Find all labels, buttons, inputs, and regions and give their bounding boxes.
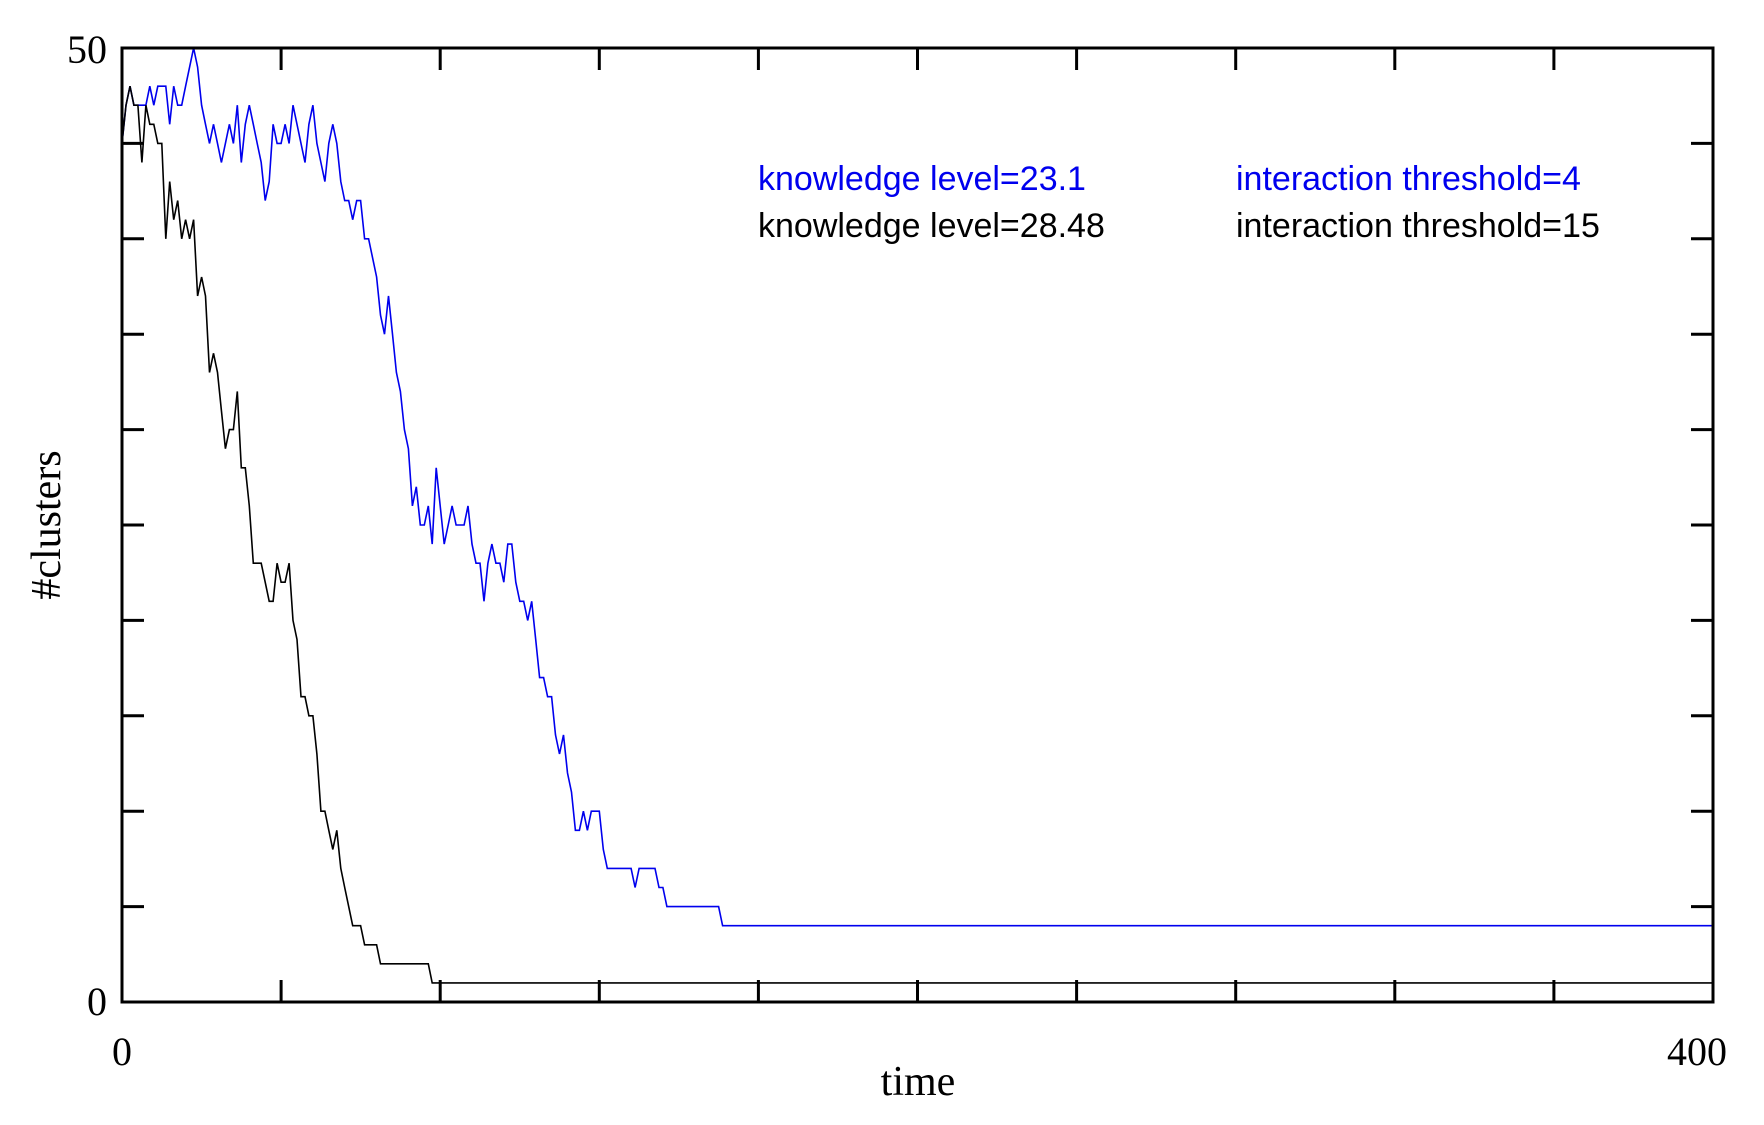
x-tick-label-max: 400 [1667,1029,1727,1074]
y-tick-label-min: 0 [87,979,107,1024]
x-tick-label-min: 0 [112,1029,132,1074]
x-axis-label: time [881,1059,956,1105]
legend-series-2-interaction-threshold: interaction threshold=15 [1236,207,1600,245]
legend-series-1-interaction-threshold: interaction threshold=4 [1236,160,1581,198]
series-line-2 [121,86,1713,984]
legend-series-2-knowledge-level: knowledge level=28.48 [758,207,1105,245]
series-layer [121,47,1713,984]
y-tick-label-max: 50 [67,27,107,72]
series-line-1 [121,47,1713,927]
legend-series-1-knowledge-level: knowledge level=23.1 [758,160,1086,198]
ticks-layer [120,46,1715,1004]
y-axis-label: #clusters [24,450,70,599]
legend: knowledge level=23.1 interaction thresho… [758,160,1600,245]
